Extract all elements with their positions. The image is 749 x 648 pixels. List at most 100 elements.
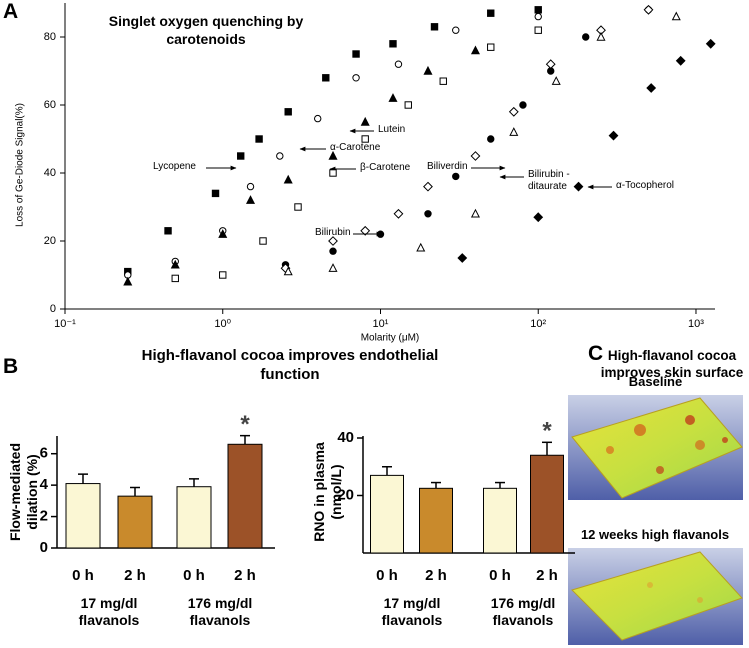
marker <box>545 59 556 70</box>
marker <box>218 229 228 238</box>
marker <box>487 135 495 143</box>
marker <box>608 130 619 141</box>
marker <box>170 259 180 269</box>
marker <box>705 38 716 49</box>
image-caption: 12 weeks high flavanols <box>580 527 730 542</box>
marker <box>534 12 542 21</box>
y-tick-label: 20 <box>44 235 56 247</box>
marker <box>322 74 330 82</box>
x-tick-label: 10⁰ <box>214 318 231 330</box>
significance-mark: * <box>542 418 552 445</box>
marker <box>423 65 433 75</box>
group-label: 176 mg/dl flavanols <box>490 595 556 628</box>
marker <box>534 6 542 14</box>
bar <box>65 483 101 549</box>
marker <box>509 127 519 136</box>
x-tick-label: 0 h <box>376 567 398 584</box>
y-axis-label: Flow-mediated dilation (%) <box>7 443 40 542</box>
marker <box>551 76 561 85</box>
panel-label: A <box>3 0 19 23</box>
marker <box>452 26 460 34</box>
y-axis-label: RNO in plasma (nmol/L) <box>311 442 344 542</box>
marker <box>361 135 369 143</box>
x-tick-label: 0 h <box>183 567 205 584</box>
marker <box>164 227 172 235</box>
marker <box>508 106 519 117</box>
marker <box>393 208 404 219</box>
bar <box>176 486 212 549</box>
x-tick-label: 2 h <box>124 567 146 584</box>
x-tick-label: 2 h <box>536 567 558 584</box>
y-tick-label: 40 <box>337 429 354 446</box>
image-caption: Baseline <box>628 374 683 389</box>
marker <box>246 195 256 204</box>
marker <box>255 135 263 143</box>
marker <box>352 50 360 58</box>
marker <box>246 182 255 191</box>
y-tick-label: 20 <box>337 486 354 503</box>
panel-title: High-flavanol cocoa improves skin surfac… <box>600 348 744 380</box>
x-tick-label: 0 h <box>72 567 94 584</box>
bar <box>483 487 517 554</box>
chart-title: High-flavanol cocoa improves endothelial… <box>141 347 439 383</box>
marker <box>360 225 371 236</box>
marker <box>389 40 397 48</box>
marker <box>452 172 460 181</box>
y-tick-label: 4 <box>40 476 49 493</box>
marker <box>276 152 284 160</box>
marker <box>294 203 302 211</box>
skin-image-baseline <box>568 395 743 500</box>
marker <box>171 274 179 283</box>
marker <box>211 189 220 198</box>
marker <box>360 116 370 126</box>
x-tick-label: 2 h <box>234 567 256 584</box>
panel-label: C <box>588 342 604 365</box>
marker <box>394 60 403 68</box>
series-label: α-Carotene <box>330 142 381 153</box>
series-label: Bilirubin <box>315 227 351 238</box>
marker <box>259 237 267 245</box>
group-label: 17 mg/dl flavanols <box>381 595 443 628</box>
x-tick-label: 10¹ <box>373 318 389 330</box>
x-tick-label: 10² <box>530 318 546 330</box>
marker <box>328 263 338 272</box>
y-tick-label: 6 <box>40 445 48 462</box>
marker <box>123 276 133 286</box>
bar <box>419 487 453 554</box>
group-label: 176 mg/dl flavanols <box>187 595 253 628</box>
marker <box>470 208 480 218</box>
x-tick-label: 10³ <box>688 318 704 330</box>
bar <box>370 474 404 554</box>
bar <box>227 443 263 549</box>
marker <box>470 45 480 55</box>
series-label: β-Carotene <box>360 162 411 173</box>
series-label: Bilirubin - ditaurate <box>528 169 570 192</box>
marker <box>388 93 398 102</box>
y-tick-label: 0 <box>50 303 56 315</box>
series-label: Biliverdin <box>427 161 468 172</box>
marker <box>314 114 322 123</box>
bar <box>530 454 564 554</box>
marker <box>439 77 447 85</box>
x-tick-label: 0 h <box>489 567 511 584</box>
x-axis-label: Molarity (μM) <box>361 333 420 344</box>
marker <box>237 152 245 160</box>
marker <box>329 169 337 177</box>
marker <box>487 9 495 17</box>
marker <box>457 253 468 263</box>
marker <box>283 266 293 276</box>
marker <box>424 210 432 218</box>
marker <box>284 108 292 116</box>
marker <box>404 101 412 109</box>
y-tick-label: 60 <box>44 99 56 111</box>
marker <box>423 181 433 192</box>
significance-mark: * <box>240 411 250 438</box>
y-tick-label: 40 <box>44 167 56 179</box>
marker <box>519 101 527 109</box>
y-axis-label: Loss of Ge-Diode Signal(%) <box>15 103 26 227</box>
chart-title: Singlet oxygen quenching by carotenoids <box>108 13 304 47</box>
y-tick-label: 2 <box>40 508 48 525</box>
marker <box>430 23 439 31</box>
